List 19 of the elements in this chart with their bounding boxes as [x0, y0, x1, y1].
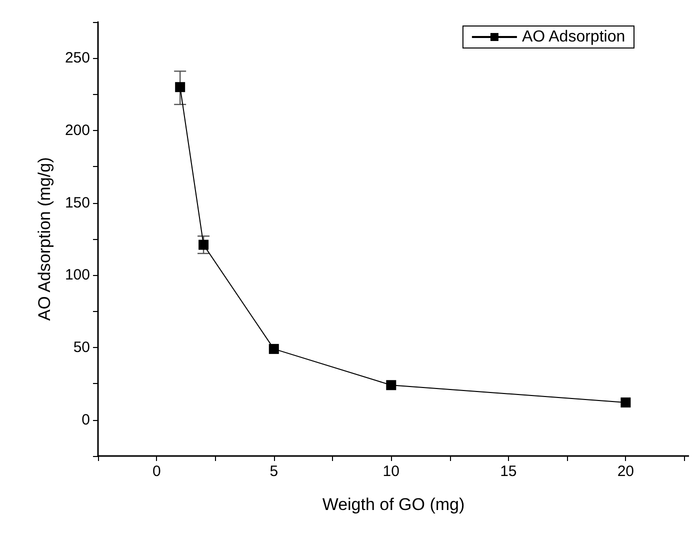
point [175, 82, 186, 92]
point [620, 397, 631, 408]
y-tick-label: 150 [64, 194, 90, 212]
y-tick-label: 50 [73, 339, 90, 356]
point [386, 380, 396, 390]
x-tick-label: 15 [500, 463, 517, 480]
y-tick-label: 250 [64, 50, 90, 67]
x-axis-title: Weigth of GO (mg) [322, 495, 465, 514]
x-tick-label: 10 [382, 463, 400, 480]
point [268, 344, 279, 354]
x-tick-label: 20 [617, 463, 634, 480]
legend-label: AO Adsorption [522, 28, 626, 46]
point [198, 240, 209, 250]
x-tick-label: 0 [152, 463, 161, 480]
y-tick-label: 100 [64, 266, 90, 284]
y-tick-label: 200 [64, 122, 90, 139]
y-axis-title: AO Adsorption (mg/g) [35, 157, 54, 321]
y-tick-label: 0 [82, 411, 90, 428]
x-tick-label: 5 [270, 463, 278, 480]
